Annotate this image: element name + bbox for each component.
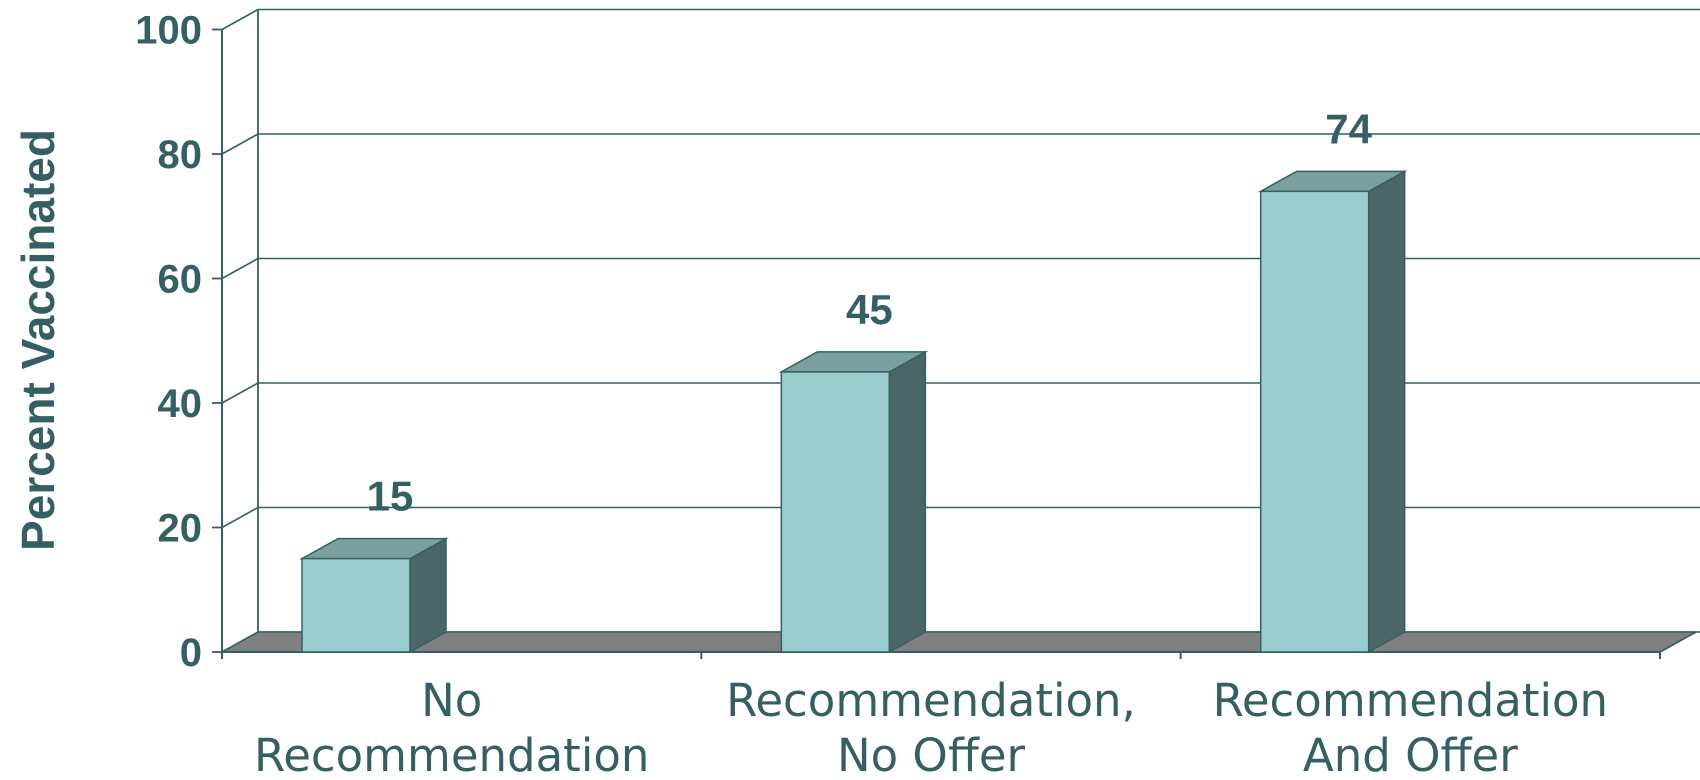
category-label: No	[421, 674, 482, 727]
gridline-side	[221, 382, 259, 404]
category-label: Recommendation	[254, 729, 649, 780]
gridline-side	[221, 506, 259, 529]
category-label: Recommendation,	[726, 674, 1136, 727]
bar-side	[1367, 170, 1406, 654]
y-tick-label: 80	[158, 133, 203, 177]
chart-floor	[219, 631, 1699, 653]
bars	[299, 170, 1408, 654]
y-axis-title: Percent Vaccinated	[12, 129, 64, 551]
data-label: 45	[846, 286, 893, 333]
gridline-side	[221, 133, 259, 155]
bar-side	[888, 350, 927, 654]
y-tick-label: 40	[158, 382, 203, 426]
gridline-side	[221, 257, 259, 280]
y-tick-label: 60	[158, 258, 203, 302]
y-tick-label: 0	[180, 631, 202, 675]
gridline-side	[221, 8, 259, 31]
bar-front	[1259, 190, 1370, 653]
bar	[299, 537, 449, 654]
floor-plane	[219, 631, 1699, 653]
floor-edge	[1659, 631, 1697, 653]
data-label: 15	[367, 473, 414, 520]
category-label: And Offer	[1303, 729, 1518, 780]
bar	[1257, 170, 1408, 654]
category-label: Recommendation	[1213, 674, 1608, 727]
data-labels: 15 45 74	[367, 105, 1373, 519]
category-label: No Offer	[837, 729, 1026, 780]
data-label: 74	[1325, 105, 1372, 152]
y-axis: 0 20 40 60 80 100	[135, 9, 1697, 675]
bar-front	[780, 371, 891, 653]
bar	[778, 350, 929, 654]
y-tick-label: 20	[158, 507, 203, 551]
bar-front	[301, 557, 411, 653]
y-tick-label: 100	[135, 9, 202, 53]
